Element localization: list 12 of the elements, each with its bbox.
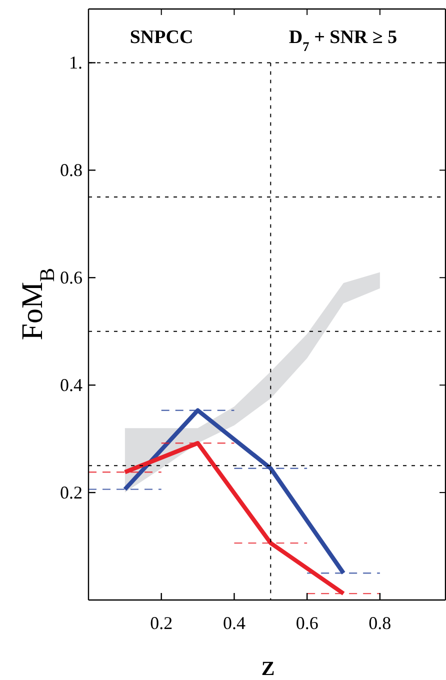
- y-tick-label: 0.4: [60, 374, 82, 395]
- y-tick-label: 0.2: [60, 482, 82, 502]
- x-tick-label: 0.6: [296, 612, 318, 633]
- annotation: SNPCC: [130, 27, 194, 48]
- y-tick-label: 0.8: [60, 160, 82, 180]
- x-tick-label: 0.8: [368, 612, 392, 633]
- y-tick-label: 1.: [69, 52, 82, 72]
- y-tick-label: 0.6: [60, 267, 82, 288]
- annotation: D$_{7}$ + SNR ≥ 5: [288, 27, 398, 54]
- x-axis-title: Z: [261, 658, 275, 680]
- x-tick-label: 0.4: [222, 612, 246, 633]
- x-tick-label: 0.2: [150, 612, 173, 633]
